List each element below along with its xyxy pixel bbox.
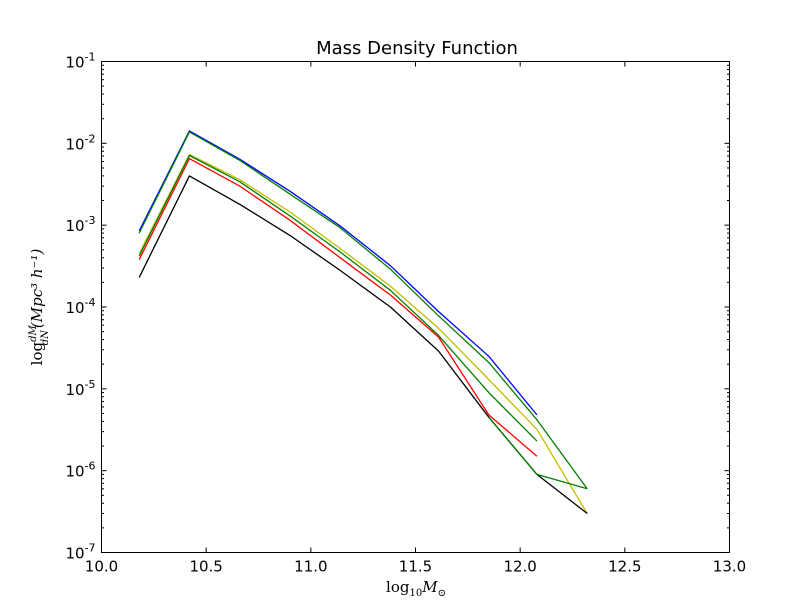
y-axis-label: logdMdN(Mpc³ h⁻¹) <box>28 249 51 366</box>
y-axis-label-unit: (Mpc³ h⁻¹) <box>28 249 46 329</box>
x-axis-ticks: 10.0 10.5 11.0 11.5 12.0 12.5 13.0 <box>85 61 746 576</box>
y-axis-ticks: 10-1 10-2 10-3 10-4 10-5 10-6 10-7 <box>65 51 730 563</box>
x-tick-label: 13.0 <box>713 558 746 576</box>
x-axis-label-base-sub: 10 <box>409 588 422 599</box>
x-axis-label-var-sub: ⊙ <box>438 588 446 599</box>
chart-title: Mass Density Function <box>316 38 518 59</box>
y-axis-label-num: dM <box>28 325 39 342</box>
x-tick-label: 11.5 <box>399 558 432 576</box>
y-tick-label: 10-4 <box>65 296 95 317</box>
plot-lines <box>138 130 588 515</box>
x-axis-label: log10M⊙ <box>386 578 446 599</box>
x-tick-label: 11.0 <box>294 558 327 576</box>
y-tick-label: 10-3 <box>65 214 95 235</box>
svg-text:logdMdN(Mpc³ h⁻¹): logdMdN(Mpc³ h⁻¹) <box>28 249 51 366</box>
series-line-4 <box>138 154 538 442</box>
y-axis-label-prefix: log <box>28 342 46 366</box>
series-line-7 <box>488 416 588 490</box>
y-tick-label: 10-2 <box>65 132 95 153</box>
y-tick-label: 10-1 <box>65 51 95 72</box>
x-tick-label: 12.0 <box>503 558 536 576</box>
series-line-3 <box>138 153 588 514</box>
x-tick-label: 12.5 <box>608 558 641 576</box>
series-line-5 <box>138 157 538 457</box>
x-axis-label-base: log <box>386 578 410 596</box>
y-tick-label: 10-7 <box>65 542 95 563</box>
series-line-2 <box>138 131 588 490</box>
series-line-1 <box>138 130 538 416</box>
y-tick-label: 10-6 <box>65 460 95 481</box>
x-axis-label-var: M <box>421 578 438 596</box>
y-tick-label: 10-5 <box>65 378 95 399</box>
x-tick-label: 10.5 <box>189 558 222 576</box>
y-axis-label-den: dN <box>40 329 51 345</box>
x-tick-label: 10.0 <box>85 558 118 576</box>
